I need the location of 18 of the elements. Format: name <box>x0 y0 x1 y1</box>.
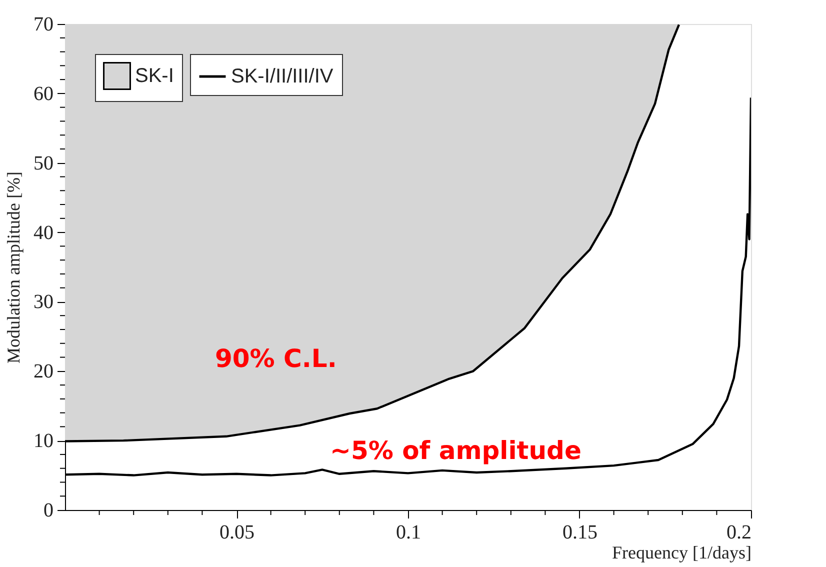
x-tick-label: 0.15 <box>562 522 598 544</box>
legend-label: SK-I <box>135 65 174 87</box>
y-tick-label: 0 <box>44 500 54 522</box>
x-tick-label: 0.05 <box>220 522 254 544</box>
y-tick-label: 30 <box>34 291 54 314</box>
y-tick-label: 20 <box>34 360 54 383</box>
x-tick-label: 0.2 <box>726 522 752 544</box>
annotation: ~5% of amplitude <box>330 436 582 465</box>
y-tick-label: 40 <box>34 222 54 244</box>
y-tick-label: 50 <box>34 152 54 174</box>
x-axis-title: Frequency [1/days] <box>612 542 752 562</box>
legend-label: SK-I/II/III/IV <box>231 66 334 88</box>
y-tick-label: 70 <box>34 14 54 36</box>
annotation: 90% C.L. <box>215 344 337 373</box>
x-tick-label: 0.1 <box>396 522 421 544</box>
y-tick-label: 60 <box>34 82 54 105</box>
y-tick-label: 10 <box>34 430 54 452</box>
y-axis-title: Modulation amplitude [%] <box>4 172 24 364</box>
